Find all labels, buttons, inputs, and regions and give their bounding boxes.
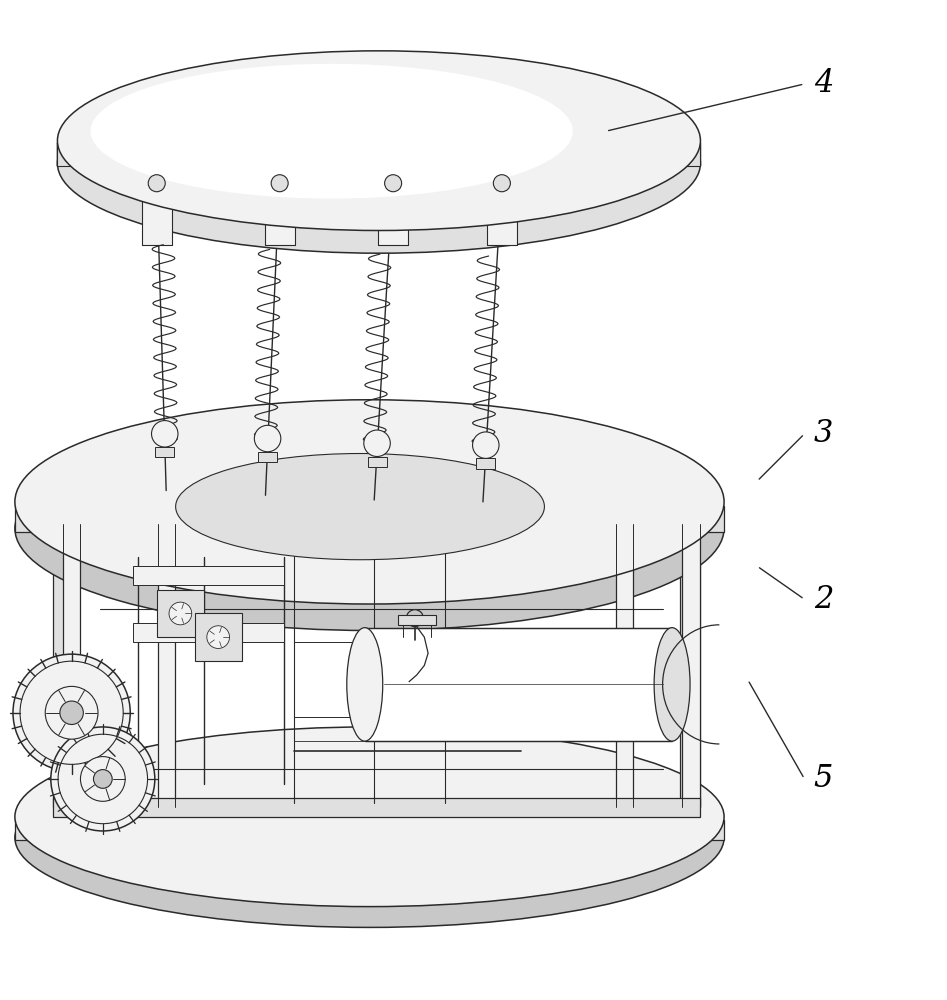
Text: 5: 5 [813,763,833,794]
Text: 2: 2 [813,584,833,615]
Circle shape [13,654,131,771]
Text: 4: 4 [813,68,833,99]
Polygon shape [63,524,80,807]
Polygon shape [142,183,171,245]
Circle shape [149,175,165,192]
Polygon shape [476,458,495,469]
Polygon shape [365,628,672,741]
Polygon shape [683,524,700,807]
Circle shape [206,626,229,648]
Polygon shape [487,183,517,245]
Circle shape [169,602,191,625]
Polygon shape [616,524,634,807]
Polygon shape [134,566,284,585]
Ellipse shape [175,454,545,560]
Circle shape [60,701,83,724]
Polygon shape [155,447,174,457]
Polygon shape [53,524,74,807]
Polygon shape [58,144,701,166]
Polygon shape [378,183,408,245]
Polygon shape [259,452,277,462]
Polygon shape [691,141,701,166]
Polygon shape [15,820,724,840]
Circle shape [80,757,125,801]
Circle shape [51,727,154,831]
Text: 3: 3 [813,418,833,449]
Ellipse shape [58,51,701,231]
Circle shape [45,686,98,739]
Polygon shape [58,141,67,166]
Polygon shape [194,613,241,661]
Circle shape [473,432,499,458]
Ellipse shape [58,74,701,253]
Circle shape [493,175,510,192]
Circle shape [271,175,288,192]
Ellipse shape [15,727,724,907]
Ellipse shape [654,628,690,741]
Circle shape [406,610,423,627]
Polygon shape [680,524,701,807]
Circle shape [384,175,402,192]
Polygon shape [134,623,284,642]
Polygon shape [398,615,436,625]
Polygon shape [15,506,724,532]
Circle shape [94,770,112,788]
Circle shape [364,430,390,457]
Polygon shape [367,457,386,467]
Polygon shape [53,512,701,533]
Circle shape [152,421,178,447]
Circle shape [255,425,281,452]
Ellipse shape [347,628,383,741]
Ellipse shape [15,400,724,604]
Ellipse shape [91,64,573,199]
Ellipse shape [15,748,724,927]
Polygon shape [264,183,295,245]
Polygon shape [53,798,701,817]
Polygon shape [156,590,204,637]
Polygon shape [157,524,174,807]
Ellipse shape [15,426,724,630]
